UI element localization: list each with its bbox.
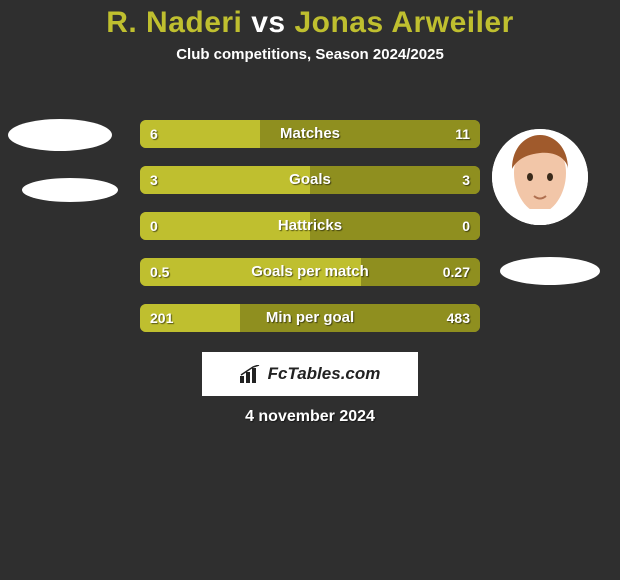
page-title: R. Naderi vs Jonas Arweiler xyxy=(0,0,620,40)
avatar-left-ellipse-top xyxy=(8,119,112,151)
stat-row: 33Goals xyxy=(140,166,480,194)
stat-label: Hattricks xyxy=(140,212,480,240)
stat-row: 0.50.27Goals per match xyxy=(140,258,480,286)
face-icon xyxy=(492,129,588,225)
avatar-right-ellipse xyxy=(500,257,600,285)
avatar-left-ellipse-bottom xyxy=(22,178,118,202)
title-player1: R. Naderi xyxy=(106,6,242,39)
bars-icon xyxy=(240,365,262,383)
subtitle: Club competitions, Season 2024/2025 xyxy=(0,46,620,63)
stat-row: 00Hattricks xyxy=(140,212,480,240)
stat-label: Matches xyxy=(140,120,480,148)
stat-label: Min per goal xyxy=(140,304,480,332)
stat-label: Goals per match xyxy=(140,258,480,286)
stats-table: 611Matches 33Goals 00Hattricks 0.50.27Goals… xyxy=(140,120,480,350)
brand-text: FcTables.com xyxy=(268,364,381,384)
date-text: 4 november 2024 xyxy=(0,408,620,426)
brand-badge: FcTables.com xyxy=(202,352,418,396)
stat-row: 201483Min per goal xyxy=(140,304,480,332)
title-vs: vs xyxy=(251,6,285,39)
avatar-right-photo xyxy=(492,129,588,225)
comparison-infographic: R. Naderi vs Jonas Arweiler Club competi… xyxy=(0,0,620,580)
stat-label: Goals xyxy=(140,166,480,194)
stat-row: 611Matches xyxy=(140,120,480,148)
title-player2: Jonas Arweiler xyxy=(294,6,513,39)
